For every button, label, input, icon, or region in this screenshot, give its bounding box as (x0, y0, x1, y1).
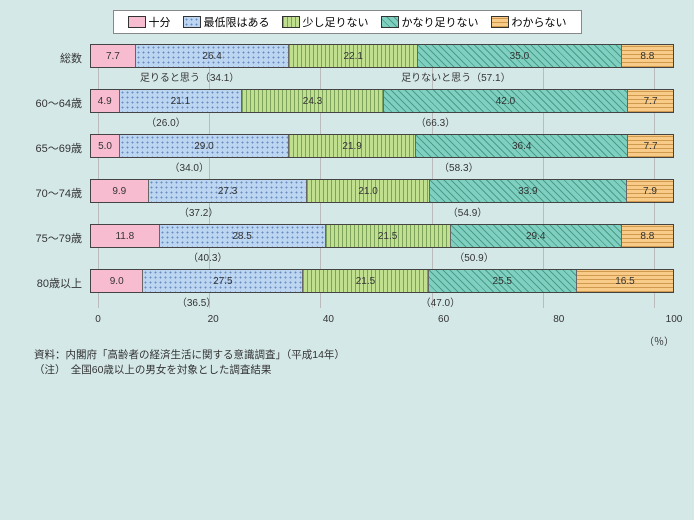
legend-swatch (491, 16, 509, 28)
bar-segment: 28.5 (160, 225, 326, 247)
subtotal-right: （50.9） (325, 249, 622, 264)
legend-label: わからない (512, 14, 567, 30)
footer-line: （注） 全国60歳以上の男女を対象とした調査結果 (34, 363, 674, 378)
bar-segment: 8.8 (622, 45, 673, 67)
bar-segment: 21.9 (289, 135, 416, 157)
bar-segment: 7.7 (91, 45, 136, 67)
x-tick: 20 (208, 314, 219, 325)
bar-segment: 25.5 (429, 270, 577, 292)
bar-segment: 11.8 (91, 225, 160, 247)
legend-label: かなり足りない (402, 14, 479, 30)
row-subtotals: （34.0）（58.3） (90, 159, 674, 173)
bar-segment: 21.5 (303, 270, 428, 292)
row-label: 70～74歳 (20, 179, 90, 201)
bar-segment: 7.7 (628, 90, 673, 112)
bar-track: 11.828.521.529.48.8 (90, 224, 674, 248)
x-tick: 40 (323, 314, 334, 325)
legend-swatch (128, 16, 146, 28)
bar-segment: 7.7 (628, 135, 673, 157)
bar-segment: 8.8 (622, 225, 673, 247)
chart-row: 65～69歳5.029.021.936.47.7（34.0）（58.3） (20, 134, 674, 173)
row-subtotals: （26.0）（66.3） (90, 114, 674, 128)
subtotal-right: （58.3） (289, 159, 629, 174)
legend-item: 最低限はある (183, 14, 270, 30)
bar-segment: 5.0 (91, 135, 120, 157)
bar-segment: 26.4 (136, 45, 290, 67)
x-tick: 0 (95, 314, 101, 325)
subtotal-left: （40.3） (90, 249, 325, 264)
row-label: 80歳以上 (20, 269, 90, 291)
bar-segment: 27.3 (149, 180, 308, 202)
bar-segment: 7.9 (627, 180, 673, 202)
chart-footer: 資料：内閣府「高齢者の経済生活に関する意識調査」（平成14年）（注） 全国60歳… (34, 348, 674, 377)
bar-segment: 21.1 (120, 90, 243, 112)
legend-label: 十分 (149, 14, 171, 30)
legend-swatch (381, 16, 399, 28)
legend-swatch (183, 16, 201, 28)
footer-line: 資料：内閣府「高齢者の経済生活に関する意識調査」（平成14年） (34, 348, 674, 363)
x-tick: 80 (553, 314, 564, 325)
subtotal-left: （37.2） (90, 204, 307, 219)
legend: 十分 最低限はある 少し足りない かなり足りない わからない (113, 10, 582, 34)
legend-item: 少し足りない (282, 14, 369, 30)
x-axis-label: （％） (644, 333, 674, 348)
bar-segment: 33.9 (430, 180, 627, 202)
legend-item: 十分 (128, 14, 171, 30)
bar-track: 4.921.124.342.07.7 (90, 89, 674, 113)
subtotal-right: （54.9） (307, 204, 628, 219)
x-axis: 020406080100（％） (98, 314, 674, 334)
legend-swatch (282, 16, 300, 28)
x-tick: 100 (666, 314, 683, 325)
row-label: 総数 (20, 44, 90, 66)
subtotal-left: （34.0） (90, 159, 289, 174)
chart-row: 75～79歳11.828.521.529.48.8（40.3）（50.9） (20, 224, 674, 263)
subtotal-left: （26.0） (90, 114, 242, 129)
bar-segment: 36.4 (416, 135, 628, 157)
chart-row: 70～74歳9.927.321.033.97.9（37.2）（54.9） (20, 179, 674, 218)
chart-rows: 総数7.726.422.135.08.8足りると思う（34.1）足りないと思う（… (20, 44, 674, 308)
chart-row: 総数7.726.422.135.08.8足りると思う（34.1）足りないと思う（… (20, 44, 674, 83)
subtotal-right: （47.0） (303, 294, 577, 309)
bar-segment: 42.0 (384, 90, 628, 112)
x-tick: 60 (438, 314, 449, 325)
subtotal-left: （36.5） (90, 294, 303, 309)
row-subtotals: （40.3）（50.9） (90, 249, 674, 263)
legend-label: 少し足りない (303, 14, 369, 30)
chart-row: 60～64歳4.921.124.342.07.7（26.0）（66.3） (20, 89, 674, 128)
bar-track: 5.029.021.936.47.7 (90, 134, 674, 158)
bar-segment: 9.0 (91, 270, 143, 292)
bar-segment: 9.9 (91, 180, 149, 202)
bar-segment: 35.0 (418, 45, 622, 67)
bar-track: 9.027.521.525.516.5 (90, 269, 674, 293)
bar-segment: 29.4 (451, 225, 622, 247)
bar-segment: 22.1 (289, 45, 418, 67)
bar-segment: 29.0 (120, 135, 289, 157)
bar-segment: 24.3 (242, 90, 383, 112)
bar-segment: 21.0 (307, 180, 429, 202)
row-subtotals: 足りると思う（34.1）足りないと思う（57.1） (90, 69, 674, 83)
bracket-label: 足りると思う（34.1） (90, 69, 289, 84)
row-subtotals: （37.2）（54.9） (90, 204, 674, 218)
legend-item: かなり足りない (381, 14, 479, 30)
row-label: 65～69歳 (20, 134, 90, 156)
subtotal-right: （66.3） (242, 114, 629, 129)
chart-container: 十分最低限はある少し足りないかなり足りないわからない 総数7.726.422.1… (0, 0, 694, 377)
bar-track: 9.927.321.033.97.9 (90, 179, 674, 203)
legend-item: わからない (491, 14, 567, 30)
chart-row: 80歳以上9.027.521.525.516.5（36.5）（47.0） (20, 269, 674, 308)
legend-label: 最低限はある (204, 14, 270, 30)
bar-segment: 21.5 (326, 225, 451, 247)
bar-segment: 27.5 (143, 270, 303, 292)
bar-track: 7.726.422.135.08.8 (90, 44, 674, 68)
row-label: 75～79歳 (20, 224, 90, 246)
bar-segment: 16.5 (577, 270, 673, 292)
bracket-label: 足りないと思う（57.1） (289, 69, 622, 84)
row-label: 60～64歳 (20, 89, 90, 111)
row-subtotals: （36.5）（47.0） (90, 294, 674, 308)
bar-segment: 4.9 (91, 90, 120, 112)
